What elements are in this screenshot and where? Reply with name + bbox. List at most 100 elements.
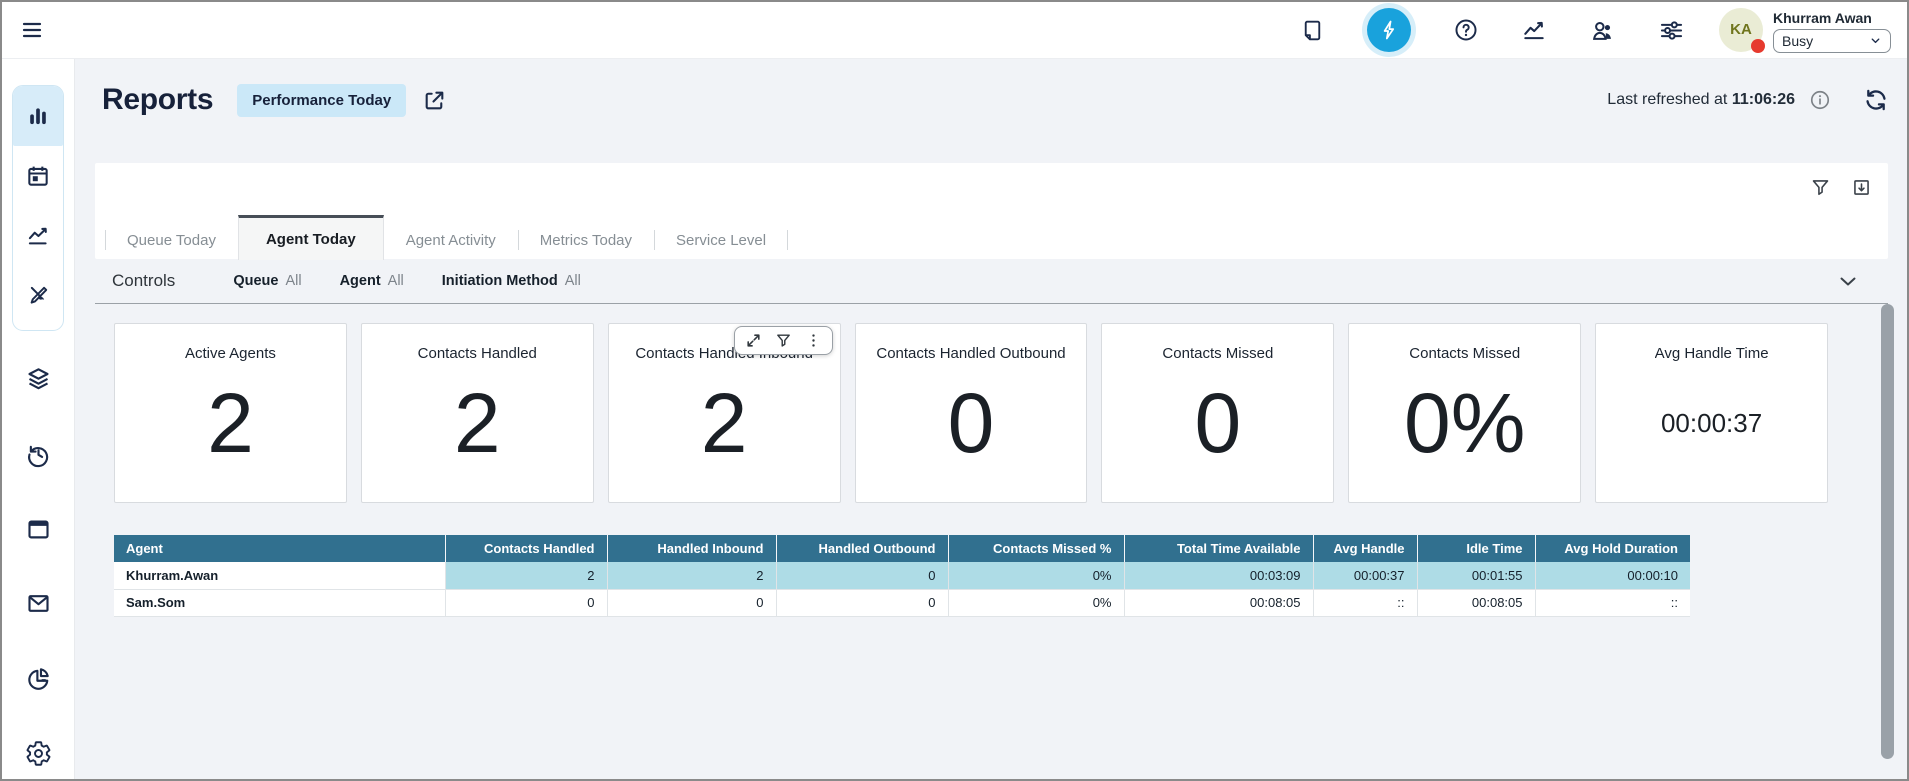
report-panel: Queue Today Agent Today Agent Activity M…	[95, 163, 1888, 260]
col-handled-inbound: Handled Inbound	[606, 535, 776, 562]
tab-queue-today[interactable]: Queue Today	[105, 221, 238, 259]
filter-icon[interactable]	[1810, 177, 1831, 198]
kebab-menu-icon[interactable]	[805, 332, 822, 349]
kpi-card-contacts-missed: Contacts Missed 0	[1101, 323, 1335, 503]
filter-agent-label: Agent	[339, 273, 381, 289]
settings-sliders-icon[interactable]	[1658, 17, 1685, 44]
main-content: Reports Performance Today Last refreshed…	[75, 59, 1907, 779]
sidebar-item-stack layers-icon[interactable]	[16, 356, 60, 400]
note-icon[interactable]	[1300, 18, 1325, 43]
cell-value: 0%	[947, 562, 1124, 590]
col-total-time-available: Total Time Available	[1123, 535, 1313, 562]
chevron-down-icon	[1871, 38, 1880, 44]
filter-initiation-method[interactable]: Initiation Method All	[442, 273, 581, 289]
filter-initiation-method-label: Initiation Method	[441, 273, 558, 289]
col-agent: Agent	[114, 535, 445, 562]
filter-icon[interactable]	[775, 332, 792, 349]
controls-bar: Controls Queue All Agent All Initiation …	[95, 259, 1888, 304]
hamburger-menu-icon[interactable]	[20, 18, 44, 42]
kpi-card-contacts-handled-inbound: Contacts Handled Inbound 2	[607, 323, 841, 503]
cell-value: ::	[1534, 589, 1690, 617]
page-title: Reports	[102, 83, 214, 116]
cell-agent: Sam.Som	[114, 589, 445, 617]
cell-value: 00:08:05	[1123, 589, 1313, 617]
controls-title: Controls	[112, 271, 176, 290]
cell-value: 00:03:09	[1123, 562, 1313, 590]
sidebar-item-insights pie-chart-icon[interactable]	[16, 656, 60, 700]
kpi-cards-row: Active Agents 2 Contacts Handled 2 Conta…	[114, 323, 1829, 503]
table-header-row: Agent Contacts Handled Handled Inbound H…	[114, 535, 1690, 562]
kpi-value: 2	[453, 375, 501, 470]
kpi-card-contacts-handled-outbound: Contacts Handled Outbound 0	[854, 323, 1088, 503]
cell-value: 2	[606, 562, 776, 590]
avatar-initials: KA	[1730, 21, 1752, 38]
kpi-value: 2	[207, 375, 254, 470]
cell-value: 00:01:55	[1416, 562, 1535, 590]
cell-value: 2	[444, 562, 607, 590]
tab-service-level[interactable]: Service Level	[654, 221, 789, 259]
status-dropdown-value: Busy	[1782, 32, 1814, 49]
sidebar-item-analytics line-chart-icon[interactable]	[13, 206, 63, 266]
kpi-title: Contacts Handled	[417, 345, 537, 362]
cell-value: 0	[775, 589, 948, 617]
kpi-value: 0	[1194, 375, 1242, 470]
kpi-title: Active Agents	[184, 345, 276, 362]
kpi-value: 0%	[1404, 375, 1526, 470]
cell-value: 0	[775, 562, 948, 590]
kpi-title: Contacts Missed	[1162, 345, 1274, 362]
sidebar-item-workspace browser-icon[interactable]	[16, 507, 60, 551]
top-bar: KA Khurram Awan Busy	[2, 2, 1907, 59]
cell-value: 00:08:05	[1416, 589, 1535, 617]
kpi-value: 0	[947, 375, 995, 470]
sidebar-group	[12, 85, 64, 331]
sidebar-item-schedule calendar-icon[interactable]	[13, 146, 63, 206]
kpi-title: Contacts Handled Outbound	[876, 345, 1066, 362]
col-handled-outbound: Handled Outbound	[775, 535, 948, 562]
cell-value: 0	[444, 589, 607, 617]
tab-metrics-today[interactable]: Metrics Today	[517, 221, 654, 259]
cell-value: 00:00:10	[1534, 562, 1690, 590]
cell-agent: Khurram.Awan	[114, 562, 445, 590]
status-dropdown[interactable]: Busy	[1773, 28, 1891, 53]
filter-queue-label: Queue	[233, 273, 279, 289]
col-avg-handle: Avg Handle	[1312, 535, 1417, 562]
report-tabs: Queue Today Agent Today Agent Activity M…	[105, 215, 789, 260]
cell-value: 0%	[947, 589, 1124, 617]
kpi-value: 2	[700, 375, 748, 470]
kpi-card-avg-handle-time: Avg Handle Time 00:00:37	[1595, 323, 1829, 503]
download-icon[interactable]	[1851, 177, 1872, 198]
user-cluster: KA Khurram Awan Busy	[1719, 7, 1891, 53]
kpi-card-contacts-missed-pct: Contacts Missed 0%	[1348, 323, 1582, 503]
sidebar-item-settings gear-icon[interactable]	[16, 731, 60, 775]
col-contacts-handled: Contacts Handled	[444, 535, 607, 562]
user-name: Khurram Awan	[1773, 9, 1872, 26]
tab-agent-activity[interactable]: Agent Activity	[384, 221, 518, 259]
kpi-value: 00:00:37	[1660, 407, 1763, 438]
filter-agent-value: All	[387, 273, 404, 289]
cell-value: 0	[606, 589, 776, 617]
avatar[interactable]: KA	[1719, 7, 1765, 53]
tab-agent-today[interactable]: Agent Today	[237, 215, 384, 260]
external-link-icon[interactable]	[422, 88, 447, 113]
lightning-icon[interactable]	[1367, 8, 1411, 52]
page-header: Reports Performance Today Last refreshed…	[75, 77, 1907, 123]
info-icon[interactable]	[1809, 89, 1831, 111]
filter-queue[interactable]: Queue All	[233, 273, 301, 289]
col-contacts-missed-pct: Contacts Missed %	[947, 535, 1124, 562]
controls-collapse-chevron-icon[interactable]	[1836, 269, 1860, 293]
sidebar-item-reports bar-chart-icon[interactable]	[13, 86, 63, 146]
sidebar-item-mail envelope-icon[interactable]	[16, 581, 60, 625]
expand-icon[interactable]	[745, 332, 762, 349]
cell-value: 00:00:37	[1312, 562, 1417, 590]
metrics-icon[interactable]	[1521, 17, 1547, 43]
sidebar-item-customize brush-pen-icon[interactable]	[13, 266, 63, 326]
agents-icon[interactable]	[1589, 17, 1616, 44]
sidebar-item-history history-clock-icon[interactable]	[16, 432, 60, 476]
filter-initiation-method-value: All	[564, 273, 581, 289]
filter-agent[interactable]: Agent All	[340, 273, 404, 289]
sidebar	[2, 59, 75, 779]
refresh-icon[interactable]	[1863, 87, 1889, 113]
help-icon[interactable]	[1453, 17, 1479, 43]
last-refreshed-label: Last refreshed at	[1607, 91, 1728, 108]
vertical-scrollbar-thumb[interactable]	[1881, 304, 1894, 759]
